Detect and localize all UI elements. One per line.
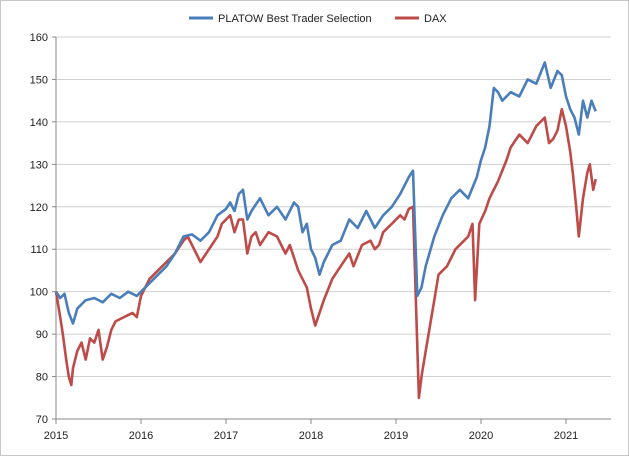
series-lines — [54, 61, 597, 400]
legend-label: DAX — [424, 13, 447, 25]
y-tick-label: 70 — [36, 414, 48, 426]
y-tick-label: 160 — [30, 32, 48, 44]
x-axis-ticks: 2015 2016 2017 2018 2019 2020 2021 — [44, 419, 578, 442]
y-tick-label: 80 — [36, 372, 48, 384]
legend-label: PLATOW Best Trader Selection — [218, 13, 372, 25]
y-tick-label: 90 — [36, 329, 48, 341]
y-tick-label: 140 — [30, 117, 48, 129]
x-tick-label: 2016 — [129, 430, 153, 442]
axes — [55, 37, 611, 420]
gridlines — [56, 36, 611, 420]
y-tick-label: 100 — [30, 287, 48, 299]
x-tick-label: 2015 — [44, 430, 68, 442]
legend: PLATOW Best Trader Selection DAX — [189, 13, 447, 25]
y-tick-label: 110 — [30, 244, 48, 256]
series-line-platow — [54, 61, 597, 325]
series-line-dax — [54, 107, 597, 400]
y-tick-label: 130 — [30, 159, 48, 171]
y-tick-label: 150 — [30, 74, 48, 86]
x-tick-label: 2019 — [384, 430, 408, 442]
x-tick-label: 2021 — [554, 430, 578, 442]
y-tick-label: 120 — [30, 202, 48, 214]
y-axis-ticks: 70 80 90 100 110 120 130 140 150 160 — [30, 32, 56, 426]
x-tick-label: 2018 — [299, 430, 323, 442]
x-tick-label: 2020 — [469, 430, 493, 442]
x-tick-label: 2017 — [214, 430, 238, 442]
